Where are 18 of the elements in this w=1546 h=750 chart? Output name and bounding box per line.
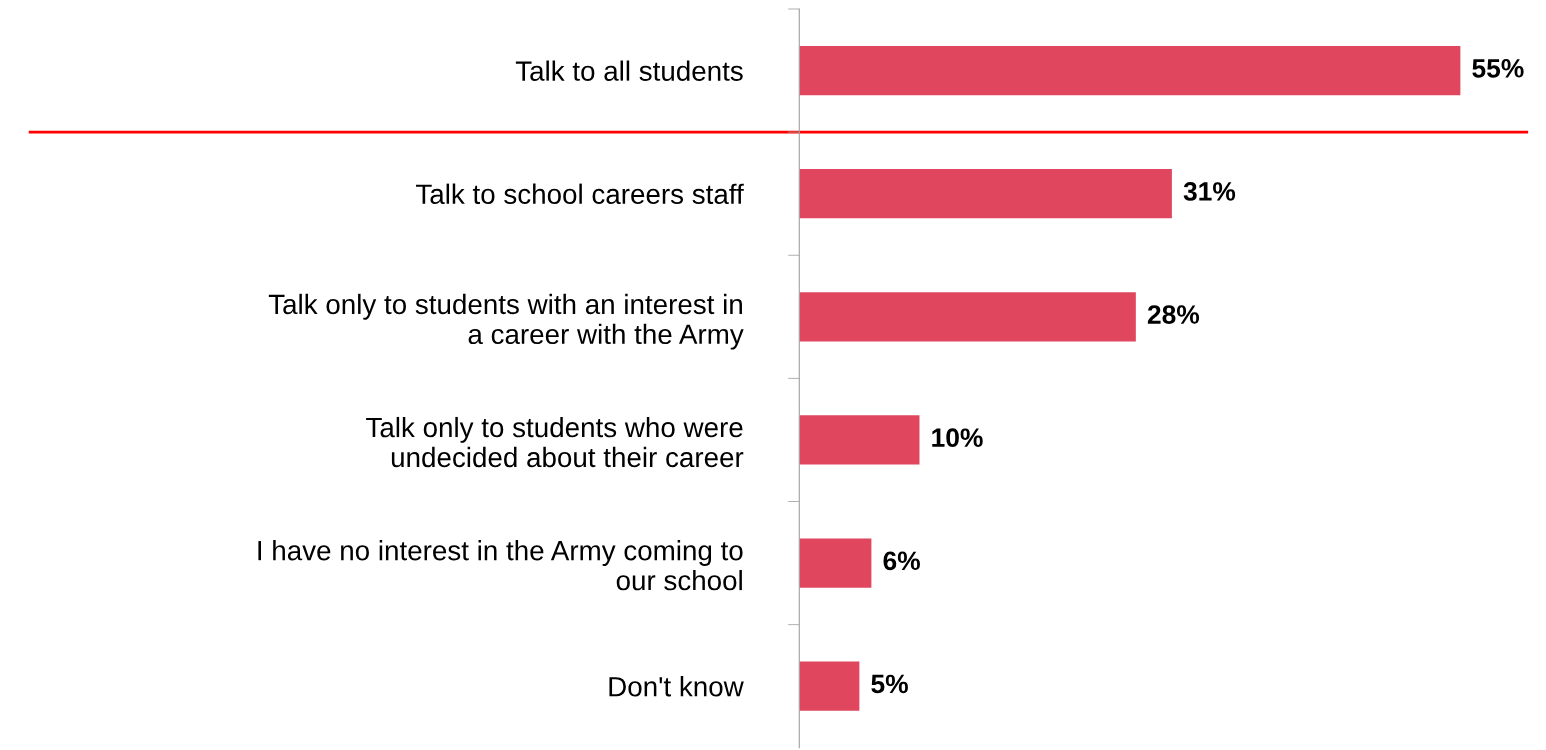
bar [799, 538, 872, 588]
y-tick-label: Talk only to students with an interest in a career with the Army [268, 293, 744, 350]
y-tick-label: Talk only to students who were undecided about their career [366, 416, 744, 468]
bar [799, 292, 1136, 342]
y-tick-label: I have no interest in the Army coming to our school [258, 540, 743, 591]
data-label: 55% [1472, 59, 1524, 78]
data-label: 6% [883, 551, 920, 571]
data-label: 31% [1183, 182, 1236, 201]
data-label: 28% [1147, 305, 1200, 324]
data-label: 5% [871, 674, 908, 694]
y-tick-label: Don't know [609, 676, 744, 697]
y-tick-label: Talk to all students [515, 60, 743, 81]
y-tick-label: Talk to school careers staff [416, 183, 744, 205]
bar [799, 169, 1172, 219]
bar [799, 45, 1461, 96]
bar [799, 415, 920, 465]
bar [799, 661, 860, 711]
data-label: 10% [932, 428, 983, 448]
